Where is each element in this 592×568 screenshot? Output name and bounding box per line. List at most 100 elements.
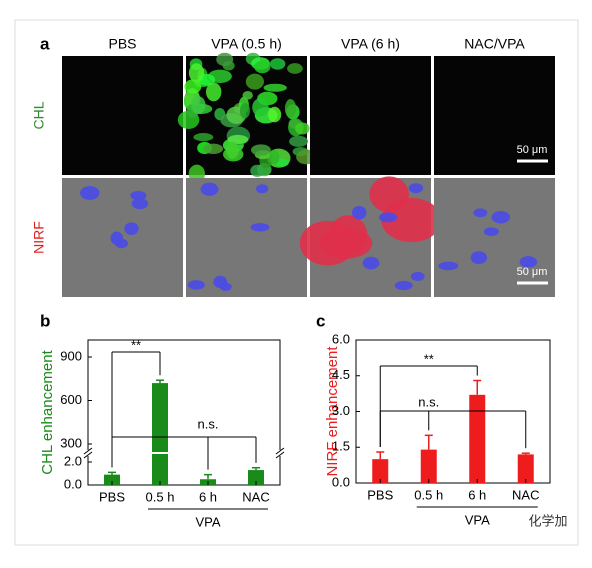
- annotation: n.s.: [198, 416, 219, 431]
- nucleus: [410, 271, 425, 281]
- bar: [104, 474, 120, 485]
- axis-frame: [87, 339, 281, 486]
- x-tick-label: NAC: [242, 489, 269, 504]
- micrograph: [62, 56, 183, 175]
- cell-signal: [268, 106, 282, 123]
- y-axis-label: CHL enhancement: [39, 349, 56, 474]
- cell-signal: [205, 82, 222, 102]
- axis-break: [83, 447, 93, 455]
- y-tick-label: 1.5: [332, 439, 350, 454]
- annotation: **: [424, 351, 434, 366]
- nucleus: [187, 280, 205, 290]
- y-tick-label: 900: [60, 348, 82, 363]
- cell-signal: [295, 122, 310, 135]
- cell-signal: [289, 135, 309, 147]
- nucleus: [110, 231, 124, 245]
- cell-signal: [263, 83, 287, 92]
- y-tick-label: 300: [60, 435, 82, 450]
- bar: [469, 394, 486, 483]
- cell-signal: [242, 90, 253, 100]
- nucleus: [351, 205, 367, 220]
- cell-signal: [287, 63, 303, 74]
- x-tick-label: 0.5 h: [414, 487, 443, 502]
- group-label: VPA: [465, 512, 490, 527]
- nucleus: [124, 222, 139, 236]
- bar: [420, 449, 437, 483]
- panel-label: b: [40, 311, 50, 330]
- nucleus: [362, 256, 380, 270]
- nucleus: [131, 198, 149, 210]
- nucleus: [519, 256, 538, 268]
- panel-label: a: [40, 34, 50, 53]
- cell-signal: [299, 220, 356, 266]
- cell-signal: [268, 150, 280, 165]
- bar: [372, 459, 389, 483]
- micrograph: [310, 56, 431, 175]
- y-tick-label: 6.0: [332, 331, 350, 346]
- annotation: n.s.: [418, 394, 439, 409]
- axis-break-gap: [276, 450, 284, 456]
- cell-signal: [193, 133, 214, 142]
- x-tick-label: 0.5 h: [146, 489, 175, 504]
- y-tick-label: 2.0: [64, 453, 82, 468]
- micrograph: [434, 178, 555, 297]
- cell-signal: [245, 73, 265, 90]
- axis-break: [83, 451, 93, 459]
- column-header: VPA (0.5 h): [211, 36, 282, 52]
- y-tick-label: 600: [60, 392, 82, 407]
- bar: [152, 383, 168, 485]
- panel-label: c: [316, 311, 325, 330]
- nucleus: [473, 208, 488, 218]
- cell-signal: [203, 143, 224, 155]
- row-label: CHL: [31, 101, 47, 129]
- nucleus: [394, 280, 413, 291]
- cell-signal: [252, 98, 269, 117]
- row-label: NIRF: [31, 221, 47, 254]
- y-tick-label: 3.0: [332, 403, 350, 418]
- nucleus: [470, 251, 488, 265]
- cell-signal: [184, 79, 202, 94]
- cell-signal: [284, 99, 297, 118]
- x-tick-label: NAC: [512, 487, 539, 502]
- x-tick-label: PBS: [99, 489, 125, 504]
- micrograph: [434, 56, 555, 175]
- y-tick-label: 0.0: [64, 476, 82, 491]
- x-tick-label: 6 h: [468, 487, 486, 502]
- nucleus: [378, 212, 398, 223]
- column-header: VPA (6 h): [341, 36, 400, 52]
- y-tick-label: 0.0: [332, 474, 350, 489]
- x-tick-label: 6 h: [199, 489, 217, 504]
- nucleus: [438, 261, 459, 271]
- cell-signal: [191, 96, 206, 114]
- nucleus: [80, 186, 100, 200]
- group-label: VPA: [195, 514, 220, 529]
- axis-break: [275, 451, 285, 459]
- y-tick-label: 4.5: [332, 367, 350, 382]
- y-axis-label: NIRF enhancement: [324, 346, 341, 477]
- column-header: NAC/VPA: [464, 36, 525, 52]
- nucleus: [491, 210, 510, 224]
- cell-signal: [226, 141, 239, 159]
- nucleus: [408, 183, 424, 194]
- cell-signal: [254, 60, 271, 74]
- nucleus: [200, 182, 219, 196]
- nucleus: [250, 222, 270, 232]
- cell-signal: [188, 63, 205, 83]
- cell-signal: [250, 144, 271, 156]
- annotation: **: [131, 337, 141, 352]
- nucleus: [256, 184, 269, 194]
- micrograph: [186, 178, 307, 297]
- bar: [517, 454, 534, 483]
- scale-bar-label: 50 μm: [517, 144, 548, 156]
- cell-signal: [239, 102, 250, 119]
- cell-signal: [216, 52, 234, 67]
- cell-signal: [369, 176, 409, 213]
- scale-bar-label: 50 μm: [517, 266, 548, 278]
- axis-break-gap: [84, 450, 92, 456]
- watermark: 化学加: [528, 513, 567, 528]
- nucleus: [130, 190, 147, 201]
- nucleus: [483, 227, 499, 237]
- cell-signal: [269, 58, 286, 70]
- cell-signal: [250, 164, 265, 177]
